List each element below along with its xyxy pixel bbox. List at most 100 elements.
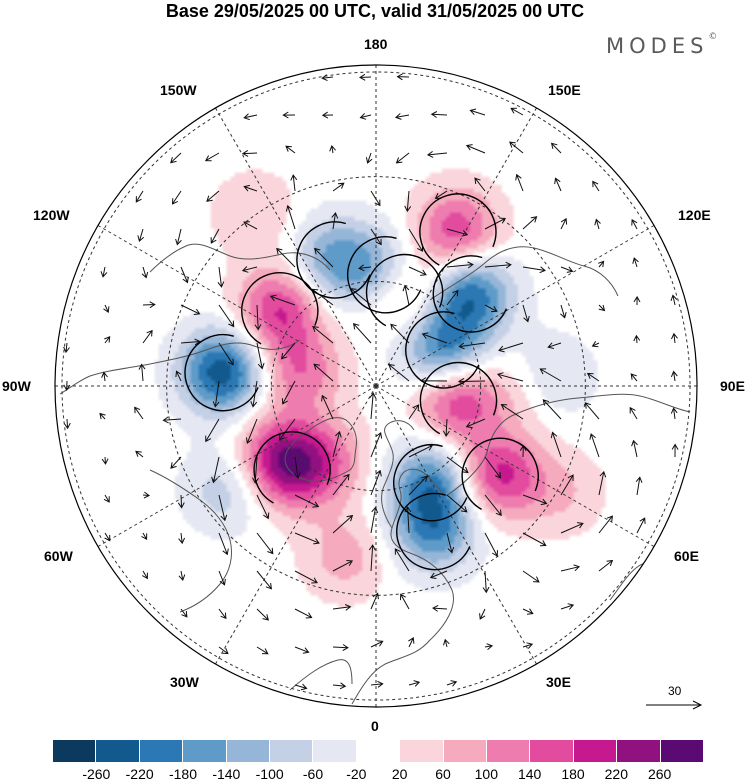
wind-vector [142,329,153,344]
colorbar-tick-label: -260 [82,766,111,782]
wind-vector [560,304,567,319]
wind-vector [432,604,448,612]
wind-vector [560,217,568,230]
wind-vector [141,266,149,279]
wind-vector [369,392,377,420]
wind-vector [484,456,502,479]
wind-vector [358,264,372,272]
jet-streaks [184,193,539,571]
lon-label-30w: 30W [170,674,199,690]
wind-vector [365,152,373,164]
colorbar-swatch [139,740,184,762]
wind-vector [256,570,273,590]
wind-vector [560,474,574,496]
colorbar-swatch [270,740,314,762]
wind-vector [321,394,334,420]
wind-vector [421,332,448,344]
colorbar-swatch [226,740,271,762]
wind-vector [522,532,547,547]
colorbar-tick-label: -60 [302,766,324,782]
wind-vector [670,294,678,306]
wind-vector [633,295,641,306]
lon-label-60w: 60W [44,548,73,564]
lon-label-30e: 30E [546,674,571,690]
jet-streak [419,193,497,266]
colorbar-tick-label: 180 [561,766,585,782]
wind-vector [635,476,643,496]
wind-vector [458,342,486,350]
wind-vector [101,456,109,465]
lon-label-90w: 90W [2,378,31,394]
jet-streak [184,333,259,412]
wind-vector [205,418,220,443]
wind-vector [560,564,581,572]
colorbar-swatch [487,740,531,762]
colorbar-swatch [183,740,227,762]
wind-vector [592,180,600,192]
wind-vector [218,304,235,328]
wind-vector [206,190,220,202]
colorbar-tick-label: -100 [255,766,284,782]
colorbar-swatch [660,740,704,762]
colorbar-labels: -260 -220 -180 -140 -100 -60 -20 20 60 100 140 180 2… [0,766,750,783]
wind-vector [560,522,584,534]
coast-scandinavia [381,420,415,529]
wind-vector [671,332,678,344]
wind-vector [370,469,382,496]
colorbar-tick-label: 220 [604,766,629,782]
wind-vector [547,342,562,349]
lon-label-150w: 150W [160,82,197,98]
wind-vector [180,304,201,315]
wind-vector [212,380,220,408]
wind-vector [281,380,296,405]
wind-vector [104,336,111,344]
wind-vector [359,73,372,81]
wind-vector [395,152,410,164]
wind-vector [589,433,600,458]
wind-vector [294,570,318,584]
map-boundary [54,64,698,708]
wind-vector [465,418,486,429]
wind-vector [285,145,296,154]
wind-vector [586,372,600,382]
wind-vector [137,228,145,243]
wind-vector [99,412,106,420]
wind-vector [218,494,228,522]
wind-vector [352,322,372,344]
wind-vector [135,450,144,458]
lon-label-150e: 150E [548,82,581,98]
wind-vector [446,494,468,513]
wind-vector [269,294,296,306]
wind-vector [101,371,108,382]
wind-vector [218,608,227,620]
wind-vector [388,363,410,382]
brand-mark: © [708,32,718,42]
lon-label-180: 180 [364,36,388,52]
colorbar [53,740,704,762]
colorbar-tick-label: -180 [168,766,198,782]
wind-vector [210,228,220,244]
wind-vector [243,184,258,192]
wind-vector [294,683,308,691]
jet-streak [419,361,498,435]
wind-vector [359,113,372,120]
colorbar-swatch [443,740,488,762]
wind-vector [254,304,262,331]
wind-vector [496,372,524,382]
wind-vector [175,228,182,246]
wind-vector [560,266,574,273]
wind-vector [171,190,182,205]
wind-vector [498,342,524,353]
wind-vector [370,190,381,207]
colorbar-tick-label: 260 [647,766,672,782]
vector-reference-value: 30 [668,684,682,698]
colorbar-tick-label: 60 [435,766,451,782]
wind-vector [522,216,538,230]
wind-vector [408,404,420,420]
wind-vector [633,334,641,344]
wind-vector [211,456,220,484]
wind-vector [598,559,614,572]
wind-vector [484,304,498,313]
wind-vector [539,368,562,382]
